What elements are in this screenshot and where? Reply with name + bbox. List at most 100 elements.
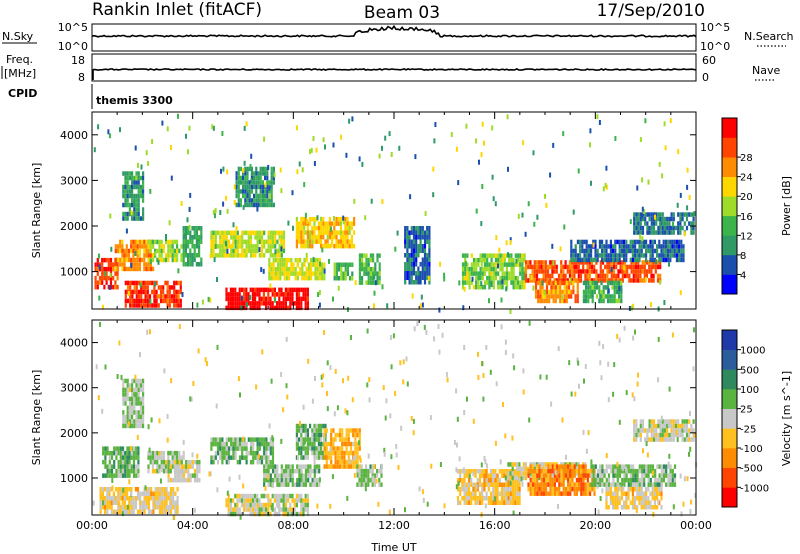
power-axes: 1000 2000 3000 4000 Slant Range [km] <box>30 112 697 309</box>
freq-tick-bottom: 8 <box>78 71 85 84</box>
x-tick-label: 04:00 <box>177 519 209 532</box>
velocity-region-8 <box>295 423 327 460</box>
velocity-region-2 <box>122 378 145 429</box>
noise-right-tick-top: 10^5 <box>700 21 730 34</box>
velocity-panel: 00:00 04:00 08:00 12:00 16:00 20:00 00:00 1000 2… <box>30 319 793 554</box>
nave-tick-bottom: 0 <box>702 71 709 84</box>
cpid-panel: CPID themis 3300 <box>8 84 173 109</box>
nave-label: Nave <box>752 64 780 77</box>
power-region-9 <box>268 257 326 281</box>
power-region-2 <box>122 171 145 221</box>
colorbar-tick-label: 20 <box>740 192 753 203</box>
noise-sky-trace <box>91 24 697 38</box>
power-panel: 1000 2000 3000 4000 Slant Range [km] 4 8 12 16 2… <box>30 111 793 314</box>
y-tick-label: 4000 <box>60 129 88 142</box>
colorbar-tick-label: 25 <box>740 405 753 416</box>
velocity-region-6 <box>225 493 309 517</box>
power-region-4 <box>147 239 185 263</box>
power-region-6 <box>210 230 286 258</box>
power-region-10 <box>295 216 356 249</box>
velocity-region-9 <box>323 428 361 469</box>
colorbar-swatch <box>722 448 737 468</box>
freq-label-top: Freq. <box>6 53 33 66</box>
velocity-region-16 <box>605 487 663 510</box>
power-region-1 <box>114 239 155 272</box>
y-axis-label: Slant Range [km] <box>30 370 43 466</box>
power-data <box>93 113 696 314</box>
noise-sky-label: N.Sky <box>2 30 34 43</box>
velocity-colorbar-label: Velocity [m s^-1] <box>780 371 793 466</box>
colorbar-swatch <box>722 389 737 409</box>
velocity-region-4 <box>167 459 201 483</box>
colorbar-tick-label: -500 <box>740 464 763 475</box>
y-axis-label: Slant Range [km] <box>30 163 43 259</box>
noise-panel: N.Sky 10^5 10^0 10^5 10^0 N.Search <box>2 21 794 53</box>
y-tick-label: 1000 <box>60 266 88 279</box>
power-colorbar-label: Power [dB] <box>780 176 793 236</box>
noise-right-tick-bottom: 10^0 <box>700 40 730 53</box>
noise-left-tick-top: 10^5 <box>58 21 88 34</box>
power-region-13 <box>404 226 431 285</box>
date-title: 17/Sep/2010 <box>597 1 705 21</box>
cpid-value: themis 3300 <box>96 94 173 107</box>
power-region-5 <box>182 226 203 267</box>
velocity-region-14 <box>590 464 677 487</box>
colorbar-tick-label: -1000 <box>740 483 769 494</box>
colorbar-tick-label: 8 <box>740 251 746 262</box>
colorbar-swatch <box>722 196 737 217</box>
velocity-region-5 <box>210 437 275 465</box>
power-region-11 <box>333 262 354 281</box>
colorbar-swatch <box>722 487 737 508</box>
colorbar-tick-label: 500 <box>740 365 759 376</box>
colorbar-swatch <box>722 254 737 275</box>
power-region-17 <box>582 280 623 304</box>
colorbar-swatch <box>722 118 737 138</box>
colorbar-swatch <box>722 467 737 488</box>
x-axis-label: Time UT <box>370 541 416 554</box>
colorbar-swatch <box>722 215 737 236</box>
velocity-region-11 <box>456 469 521 505</box>
power-region-3 <box>124 280 182 308</box>
colorbar-swatch <box>722 235 737 256</box>
colorbar-swatch <box>722 137 737 158</box>
power-region-12 <box>358 253 381 285</box>
colorbar-swatch <box>722 349 737 370</box>
beam-title: Beam 03 <box>364 3 440 23</box>
colorbar-tick-label: 16 <box>740 212 753 223</box>
power-region-14 <box>461 253 526 290</box>
freq-label-bottom: [MHz] <box>4 67 36 80</box>
velocity-region-0 <box>102 446 140 478</box>
velocity-data <box>92 320 698 520</box>
colorbar-tick-label: -100 <box>740 444 763 455</box>
freq-tick-top: 18 <box>71 54 85 67</box>
frequency-panel: Freq. [MHz] 18 8 60 0 Nave <box>1 53 780 84</box>
velocity-region-1 <box>99 487 179 514</box>
y-tick-label: 1000 <box>60 472 88 485</box>
noise-search-label: N.Search <box>744 30 794 43</box>
x-tick-label: 00:00 <box>76 519 108 532</box>
colorbar-swatch <box>722 176 737 197</box>
power-region-16 <box>534 280 579 304</box>
colorbar-tick-label: 100 <box>740 385 759 396</box>
cpid-label: CPID <box>8 87 37 100</box>
y-tick-label: 2000 <box>60 220 88 233</box>
power-scatter <box>93 113 696 314</box>
noise-left-tick-bottom: 10^0 <box>58 40 88 53</box>
power-region-15 <box>524 260 662 283</box>
colorbar-tick-label: 24 <box>740 173 753 184</box>
velocity-axes: 00:00 04:00 08:00 12:00 16:00 20:00 00:00 1000 2… <box>30 320 712 532</box>
colorbar-swatch <box>722 369 737 390</box>
nave-tick-top: 60 <box>702 54 716 67</box>
colorbar-swatch <box>722 408 737 429</box>
colorbar-swatch <box>722 330 737 350</box>
y-tick-label: 2000 <box>60 427 88 440</box>
colorbar-tick-label: 28 <box>740 153 753 164</box>
colorbar-tick-label: 1000 <box>740 346 765 357</box>
y-tick-label: 3000 <box>60 382 88 395</box>
x-tick-label: 08:00 <box>277 519 309 532</box>
colorbar-tick-label: -25 <box>740 424 756 435</box>
x-tick-label: 12:00 <box>378 519 410 532</box>
colorbar-tick-label: 12 <box>740 231 753 242</box>
x-tick-label: 20:00 <box>579 519 611 532</box>
